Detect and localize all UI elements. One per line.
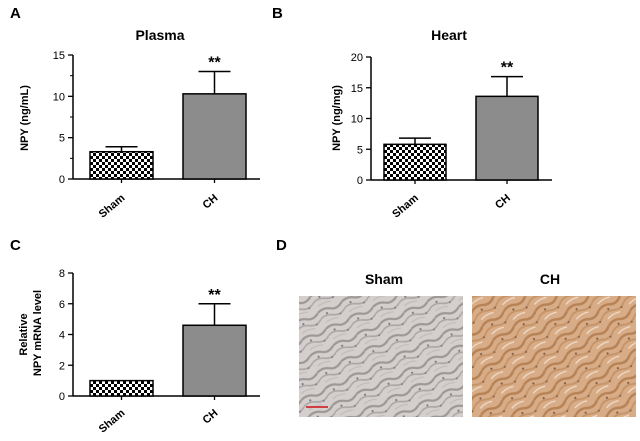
chart-c-significance-ch: ** bbox=[208, 287, 221, 304]
panel-letter-c: C bbox=[10, 237, 21, 254]
chart-a-ylabel: NPY (ng/mL) bbox=[19, 85, 31, 151]
chart-b-bar-sham bbox=[383, 143, 447, 181]
chart-b-ytick-label: 10 bbox=[351, 114, 363, 126]
chart-a-ytick-label: 5 bbox=[59, 133, 65, 145]
panel-letter-b: B bbox=[272, 5, 283, 22]
chart-b-plot: 0 5 10 15 20 Sham ** CH bbox=[351, 52, 552, 221]
chart-c-category-label-sham: Sham bbox=[97, 407, 128, 436]
chart-a-bar-sham bbox=[89, 150, 154, 180]
micrograph-sham-label: Sham bbox=[365, 271, 403, 287]
chart-b-title: Heart bbox=[431, 27, 467, 43]
chart-a-bar-ch bbox=[182, 93, 247, 180]
chart-c-bar-ch bbox=[182, 324, 247, 397]
chart-b-ytick-label: 20 bbox=[351, 52, 363, 64]
chart-b-heart: Heart NPY (ng/mg) 0 5 10 15 20 Sham ** CH bbox=[331, 27, 552, 221]
micrograph-sham-haze bbox=[299, 296, 463, 417]
chart-b-ytick-label: 15 bbox=[351, 83, 363, 95]
panel-d-micrographs: Sham CH bbox=[299, 271, 636, 417]
chart-a-ytick-label: 0 bbox=[59, 174, 65, 186]
chart-a-title: Plasma bbox=[135, 27, 184, 43]
chart-c-plot: 0 2 4 6 8 Sham ** CH bbox=[59, 268, 260, 436]
chart-a-plot: 0 5 10 15 Sham ** CH bbox=[53, 50, 260, 221]
micrograph-ch-label: CH bbox=[540, 271, 560, 287]
chart-c-ytick-label: 8 bbox=[59, 268, 65, 280]
chart-c-ylabel-line-2: NPY mRNA level bbox=[32, 290, 44, 376]
chart-c-mrna: Relative NPY mRNA level 0 2 4 6 8 Sham ** CH bbox=[18, 268, 260, 436]
chart-c-ytick-label: 6 bbox=[59, 299, 65, 311]
chart-c-ylabel-line-1: Relative bbox=[18, 313, 30, 355]
chart-c-ytick-label: 0 bbox=[59, 391, 65, 403]
chart-c-ylabel: Relative NPY mRNA level bbox=[18, 290, 44, 376]
chart-b-ytick-label: 5 bbox=[357, 144, 363, 156]
chart-a-category-label-sham: Sham bbox=[97, 192, 128, 221]
chart-b-category-label-ch: CH bbox=[493, 192, 513, 211]
chart-a-category-label-ch: CH bbox=[201, 192, 221, 211]
panel-letter-a: A bbox=[10, 5, 21, 22]
chart-c-ytick-label: 4 bbox=[59, 330, 65, 342]
chart-a-significance-ch: ** bbox=[208, 55, 221, 72]
micrograph-ch-image bbox=[472, 296, 636, 417]
chart-b-bar-ch bbox=[475, 95, 539, 181]
chart-a-plasma: Plasma NPY (ng/mL) 0 5 10 15 Sham ** CH bbox=[19, 27, 260, 221]
chart-a-ytick-label: 10 bbox=[53, 91, 65, 103]
chart-a-ytick-label: 15 bbox=[53, 50, 65, 62]
chart-b-category-label-sham: Sham bbox=[390, 192, 421, 221]
micrograph-sham-image bbox=[299, 296, 463, 417]
chart-c-ytick-label: 2 bbox=[59, 360, 65, 372]
chart-c-category-label-ch: CH bbox=[201, 407, 221, 426]
panel-letter-d: D bbox=[276, 237, 287, 254]
chart-b-ytick-label: 0 bbox=[357, 175, 363, 187]
chart-b-significance-ch: ** bbox=[501, 60, 514, 77]
micrograph-ch-haze bbox=[472, 296, 636, 417]
chart-b-ylabel: NPY (ng/mg) bbox=[331, 85, 343, 151]
chart-c-bar-sham bbox=[89, 379, 154, 397]
